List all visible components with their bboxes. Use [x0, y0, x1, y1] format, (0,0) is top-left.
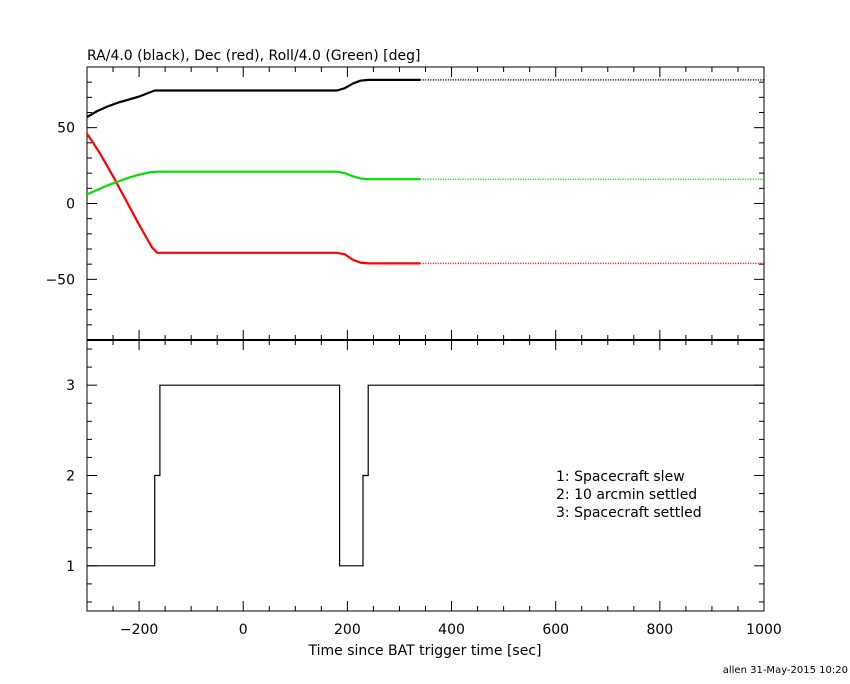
x-tick-label: 400 — [438, 622, 465, 638]
top-panel-series — [86, 78, 764, 265]
x-tick-label: 200 — [334, 622, 361, 638]
y-tick-label: −50 — [45, 272, 75, 288]
series-line-dec — [86, 133, 421, 265]
top-panel-ticks: 50 0 −50 — [45, 67, 765, 340]
top-chart-title: RA/4.0 (black), Dec (red), Roll/4.0 (Gre… — [87, 48, 420, 64]
legend-entry: 1: Spacecraft slew — [556, 469, 685, 485]
x-tick-label: 0 — [239, 622, 248, 638]
status-step-line — [87, 384, 764, 567]
series-line-roll — [86, 170, 421, 196]
x-axis-label: Time since BAT trigger time [sec] — [308, 643, 542, 659]
series-line-ra — [86, 78, 421, 118]
x-tick-label: 800 — [646, 622, 673, 638]
y-tick-label: 50 — [57, 121, 75, 137]
x-tick-label: 600 — [542, 622, 569, 638]
x-tick-label: −200 — [120, 622, 158, 638]
x-tick-label: 1000 — [746, 622, 782, 638]
footer-credit: allen 31-May-2015 10:20 — [723, 665, 848, 676]
top-panel-frame — [86, 66, 765, 341]
bottom-panel-ticks: −200 0 200 400 600 800 1000 1 2 3 — [66, 340, 782, 638]
y-tick-label: 0 — [66, 197, 75, 213]
legend-entry: 2: 10 arcmin settled — [556, 487, 697, 503]
y-tick-label: 3 — [66, 378, 75, 394]
y-tick-label: 1 — [66, 559, 75, 575]
bottom-panel-series — [87, 384, 764, 567]
y-tick-label: 2 — [66, 469, 75, 485]
legend-entry: 3: Spacecraft settled — [556, 505, 702, 521]
